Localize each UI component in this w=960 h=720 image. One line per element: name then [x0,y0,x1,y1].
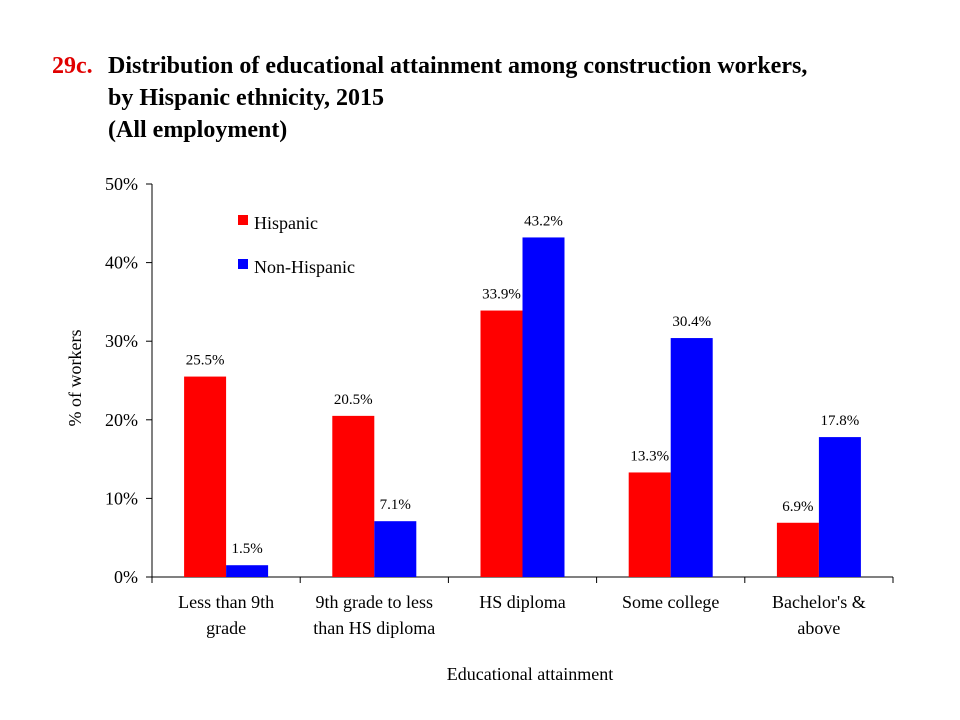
x-tick-label: 9th grade to less [316,592,433,612]
chart-title-line-3: (All employment) [108,117,288,143]
data-label: 25.5% [186,353,225,369]
y-tick-label: 0% [114,567,138,587]
bar-non-hispanic [670,338,713,577]
x-tick-label: HS diploma [479,592,566,612]
bar-hispanic [184,376,227,577]
data-label: 6.9% [782,499,813,515]
y-tick-label: 20% [105,410,138,430]
chart-number: 29c. [52,53,93,79]
bar-non-hispanic [818,437,861,577]
bar-non-hispanic [374,521,417,577]
legend-swatch-hispanic [238,215,248,225]
legend-label: Non-Hispanic [254,257,355,277]
chart-title-line-1: Distribution of educational attainment a… [108,53,808,79]
x-tick-label: above [797,618,840,638]
x-tick-label: Some college [622,592,719,612]
legend-swatch-non-hispanic [238,259,248,269]
y-tick-label: 30% [105,331,138,351]
y-tick-label: 50% [105,174,138,194]
data-label: 20.5% [334,392,373,408]
x-tick-label: Less than 9th [178,592,274,612]
x-axis-title: Educational attainment [447,664,613,684]
bar-non-hispanic [522,237,565,577]
x-tick-label: Bachelor's & [772,592,866,612]
bar-hispanic [776,522,819,577]
legend-label: Hispanic [254,213,318,233]
x-tick-label: than HS diploma [313,618,435,638]
data-label: 1.5% [231,541,262,557]
y-tick-label: 40% [105,253,138,273]
data-label: 43.2% [524,213,563,229]
chart-title-line-2: by Hispanic ethnicity, 2015 [108,85,385,111]
data-label: 30.4% [672,314,711,330]
y-tick-label: 10% [105,488,138,508]
data-label: 17.8% [821,413,860,429]
bar-hispanic [628,472,671,577]
bar-non-hispanic [226,565,269,577]
data-label: 13.3% [630,448,669,464]
bar-hispanic [332,415,375,577]
y-axis-title: % of workers [65,330,85,427]
data-label: 33.9% [482,287,521,303]
data-label: 7.1% [380,497,411,513]
bar-hispanic [480,310,523,577]
x-tick-label: grade [206,618,246,638]
